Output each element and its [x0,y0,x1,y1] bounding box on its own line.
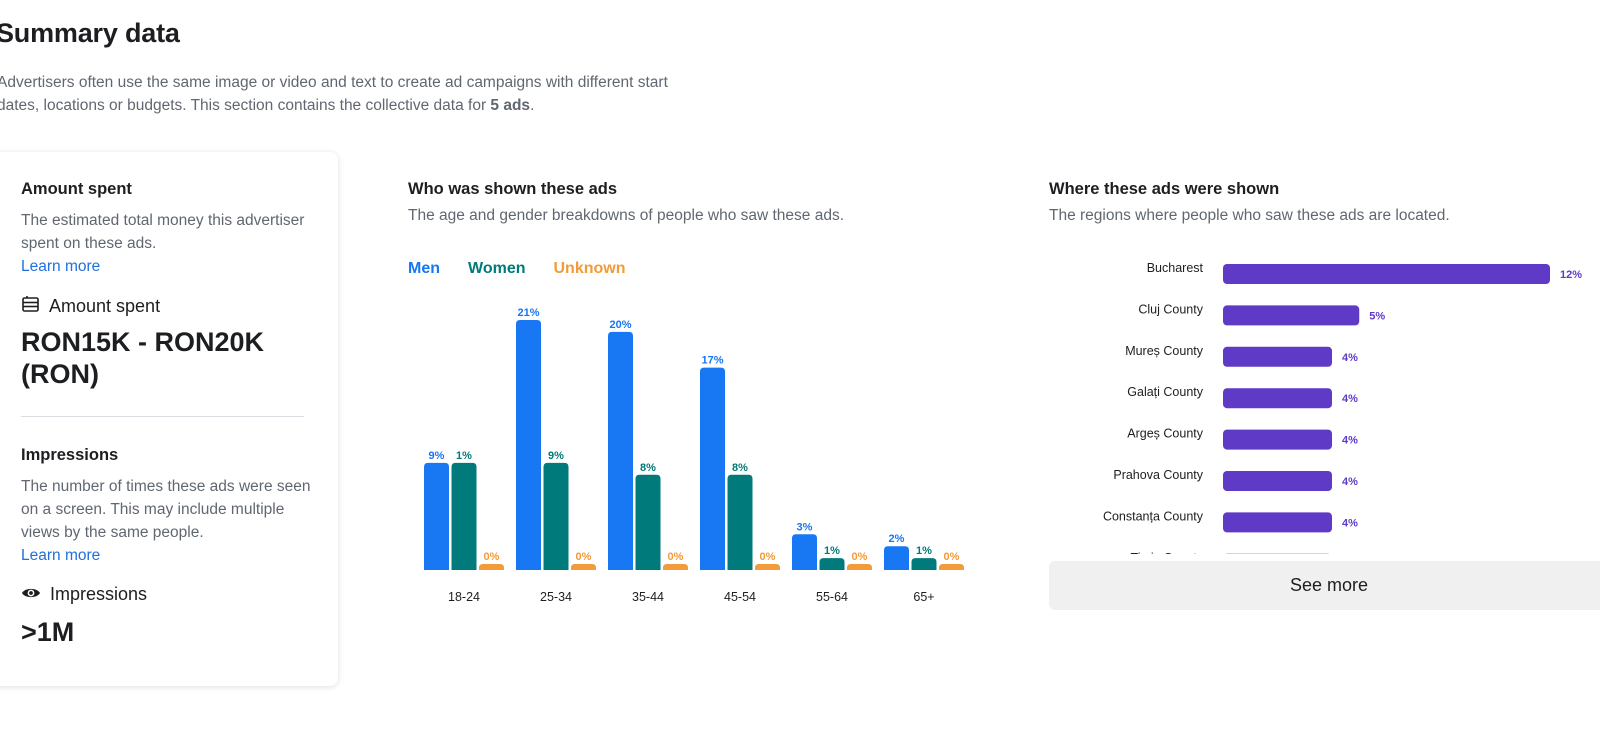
bar-men-25-34 [516,320,541,570]
region-label: Bucharest [1147,261,1204,275]
region-bar [1223,471,1332,491]
region-label: Cluj County [1138,302,1203,316]
impressions-value: >1M [21,617,75,647]
tick-label: 18-24 [448,590,480,604]
bar-women-45-54 [727,474,753,570]
data-label: 8% [732,462,748,474]
regions-title: Where these ads were shown [1049,180,1280,198]
amount-spent-description: The estimated total money this advertise… [21,209,311,278]
impressions-description-text: The number of times these ads were seen … [21,478,311,541]
region-bar [1223,512,1332,533]
money-icon [21,295,40,318]
amount-spent-title: Amount spent [21,180,132,198]
audience-subtitle: The age and gender breakdowns of people … [408,207,845,224]
eye-icon [21,584,41,605]
data-label: 0% [944,551,960,563]
region-bar [1223,388,1332,409]
legend-unknown: Unknown [553,260,626,277]
data-label: 3% [797,521,813,533]
amount-spent-value: RON15K - RON20K (RON) [21,327,265,389]
bar-unknown-18-24 [479,564,504,570]
bar-unknown-55-64 [847,564,872,570]
ad-count: 5 ads [490,97,531,114]
region-label: Galați County [1127,385,1203,399]
data-label: 17% [701,355,723,367]
region-label: Timiș County [1131,551,1204,554]
summary-description: Advertisers often use the same image or … [0,71,677,117]
card-divider [21,416,304,417]
impressions-title: Impressions [21,446,119,464]
tick-label: 25-34 [540,590,572,604]
data-label: 0% [576,551,592,563]
summary-description-end: . [530,97,535,114]
impressions-label-text: Impressions [50,584,148,604]
bar-men-65+ [884,546,909,570]
regions-subtitle: The regions where people who saw these a… [1049,207,1450,224]
data-label: 9% [429,450,445,462]
region-label: Prahova County [1113,468,1203,482]
region-value-label: 12% [1560,269,1582,281]
data-label: 0% [852,551,868,563]
chart-legend: Men Women Unknown [408,260,625,278]
tick-label: 45-54 [724,590,756,604]
tick-label: 55-64 [816,590,848,604]
data-label: 8% [640,462,656,474]
impressions-learn-more-link[interactable]: Learn more [21,547,101,564]
region-value-label: 4% [1342,517,1358,529]
impressions-description: The number of times these ads were seen … [21,475,311,567]
region-value-label: 4% [1342,435,1358,447]
data-label: 1% [456,450,472,462]
data-label: 1% [824,545,840,557]
amount-spent-description-text: The estimated total money this advertise… [21,212,305,252]
bar-unknown-35-44 [663,564,688,570]
region-value-label: 4% [1342,393,1358,405]
stats-card: Amount spent The estimated total money t… [0,152,338,686]
regions-chart: Bucharest 12% Cluj County 5% Mureș County 4% G… [1103,261,1582,554]
region-value-label: 4% [1342,352,1358,364]
region-label: Argeș County [1127,427,1203,441]
data-label: 2% [889,533,905,545]
tick-label: 35-44 [632,590,664,604]
bar-unknown-65+ [939,564,964,570]
bar-unknown-25-34 [571,564,596,570]
legend-men: Men [408,260,440,277]
bar-men-35-44 [608,331,633,570]
bar-men-45-54 [700,367,725,570]
bar-women-55-64 [819,558,845,570]
region-value-label: 4% [1342,476,1358,488]
summary-description-text: Advertisers often use the same image or … [0,74,668,114]
page-title: Summary data [0,18,180,48]
legend-women: Women [468,260,526,277]
region-bar [1223,346,1332,367]
bar-women-35-44 [635,474,661,570]
data-label: 21% [517,307,539,319]
region-bar [1223,264,1550,284]
amount-spent-metric-label: Amount spent [21,295,160,318]
impressions-metric-label: Impressions [21,584,147,605]
data-label: 0% [484,551,500,563]
region-bar [1223,429,1332,450]
audience-title: Who was shown these ads [408,180,618,198]
bar-unknown-45-54 [755,564,780,570]
data-label: 1% [916,545,932,557]
data-label: 0% [760,551,776,563]
data-label: 9% [548,450,564,462]
bar-men-55-64 [792,534,817,570]
bar-women-25-34 [543,462,569,570]
see-more-button[interactable]: See more [1049,561,1600,610]
region-value-label: 5% [1369,310,1385,322]
amount-spent-learn-more-link[interactable]: Learn more [21,258,101,275]
region-label: Mureș County [1125,344,1204,358]
data-label: 20% [609,319,631,331]
age-gender-chart: 9% 1% 0% 18-24 21% 9% 0% 25-34 20% 8% 0% 35-44 17% 8%… [424,307,964,604]
bar-women-18-24 [451,462,477,570]
region-label: Constanța County [1103,509,1204,523]
bar-women-65+ [911,558,937,570]
region-bar [1223,305,1360,326]
data-label: 0% [668,551,684,563]
tick-label: 65+ [913,590,934,604]
bar-men-18-24 [424,462,449,570]
amount-spent-label-text: Amount spent [49,296,161,316]
